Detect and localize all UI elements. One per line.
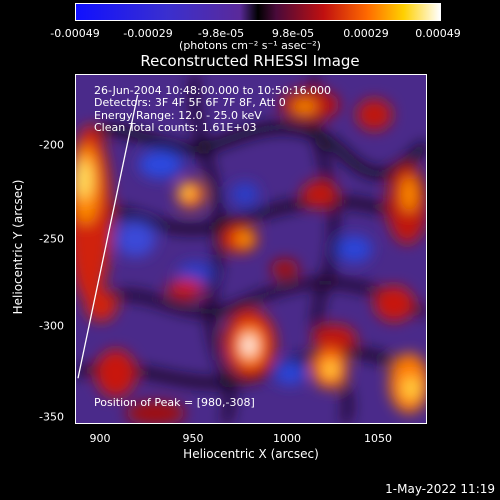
info-clean-counts: Clean Total counts: 1.61E+03 bbox=[94, 121, 257, 134]
y-axis-title: Heliocentric Y (arcsec) bbox=[11, 179, 25, 315]
info-time-range: 26-Jun-2004 10:48:00.000 to 10:50:16.000 bbox=[94, 84, 332, 97]
y-tick-label: -300 bbox=[39, 319, 64, 333]
colorbar-tick-label: -0.00029 bbox=[123, 27, 173, 40]
colorbar bbox=[75, 3, 441, 21]
rhessi-image bbox=[75, 74, 427, 424]
x-tick-label: 1000 bbox=[273, 432, 301, 445]
info-energy-range: Energy Range: 12.0 - 25.0 keV bbox=[94, 109, 262, 122]
y-tick-label: -250 bbox=[39, 232, 64, 246]
colorbar-tick-label: -0.00049 bbox=[50, 27, 100, 40]
x-tick-label: 950 bbox=[182, 432, 204, 445]
x-tick-label: 1050 bbox=[364, 432, 392, 445]
y-tick-label: -200 bbox=[39, 138, 64, 152]
colorbar-unit-label: (photons cm⁻² s⁻¹ asec⁻²) bbox=[179, 39, 321, 52]
colorbar-tick-label: 9.8e-05 bbox=[271, 27, 315, 40]
x-axis-title: Heliocentric X (arcsec) bbox=[183, 447, 319, 461]
image-title: Reconstructed RHESSI Image bbox=[140, 52, 360, 70]
colorbar-tick-label: 0.00049 bbox=[415, 27, 461, 40]
info-detectors: Detectors: 3F 4F 5F 6F 7F 8F, Att 0 bbox=[94, 96, 286, 109]
x-tick-label: 900 bbox=[89, 432, 111, 445]
footer-timestamp: 1-May-2022 11:19 bbox=[385, 482, 495, 496]
colorbar-tick-label: 0.00029 bbox=[343, 27, 389, 40]
colorbar-tick-label: -9.8e-05 bbox=[197, 27, 245, 40]
solar-limb-line bbox=[77, 94, 139, 379]
y-tick-label: -350 bbox=[39, 410, 64, 424]
info-peak-position: Position of Peak = [980,-308] bbox=[94, 396, 255, 409]
